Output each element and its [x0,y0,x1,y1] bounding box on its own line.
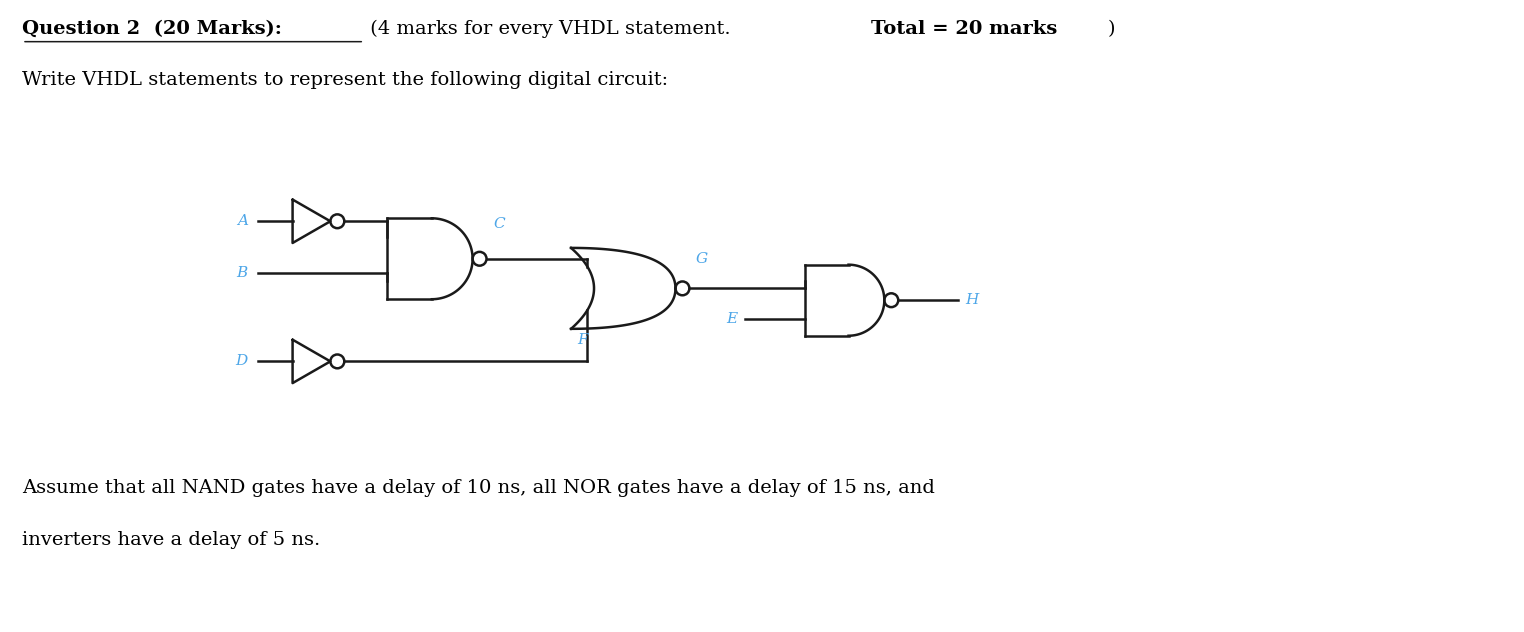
Text: Write VHDL statements to represent the following digital circuit:: Write VHDL statements to represent the f… [21,71,668,89]
Text: B: B [236,265,248,279]
Text: G: G [695,252,707,266]
Text: H: H [965,293,978,307]
Text: Total = 20 marks: Total = 20 marks [872,20,1058,38]
Text: Question 2  (20 Marks):: Question 2 (20 Marks): [21,20,282,38]
Text: inverters have a delay of 5 ns.: inverters have a delay of 5 ns. [21,531,320,549]
Text: Assume that all NAND gates have a delay of 10 ns, all NOR gates have a delay of : Assume that all NAND gates have a delay … [21,478,934,497]
Text: F: F [578,332,588,346]
Text: (4 marks for every VHDL statement.: (4 marks for every VHDL statement. [364,20,738,38]
Text: ): ) [1108,20,1116,38]
Text: C: C [494,217,504,231]
Text: A: A [236,214,248,228]
Text: D: D [236,355,248,368]
Text: E: E [725,312,738,326]
